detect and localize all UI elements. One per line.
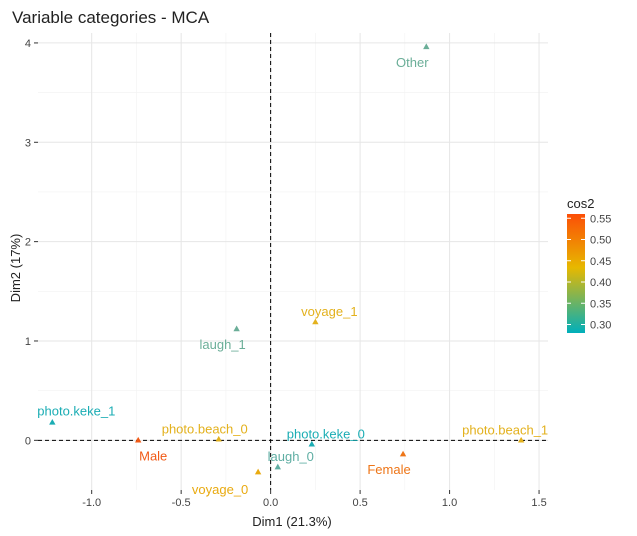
y-tick-label: 0 [25, 435, 31, 447]
x-tick-label: -1.0 [82, 497, 101, 509]
point-label-laugh-1: laugh_1 [199, 337, 245, 352]
legend-title: cos2 [567, 196, 594, 211]
axes: -1.0 -0.5 0.0 0.5 1.0 1.5 0 1 2 3 4 [25, 38, 547, 509]
y-tick-label: 2 [25, 237, 31, 249]
point-voyage-0 [254, 468, 262, 475]
legend-tick-label: 0.55 [590, 213, 611, 225]
point-label-voyage-1: voyage_1 [301, 304, 357, 319]
point-label-photo-keke-0: photo.keke_0 [287, 426, 365, 441]
y-tick-label: 1 [25, 336, 31, 348]
point-laugh-1 [233, 325, 240, 332]
point-labels: Other voyage_1 laugh_1 photo.keke_1 Male phot… [37, 55, 548, 497]
point-male [135, 436, 142, 443]
data-points [49, 43, 525, 475]
legend-ticks: 0.30 0.35 0.40 0.45 0.50 0.55 [567, 213, 611, 332]
legend-tick-label: 0.30 [590, 320, 611, 332]
point-label-photo-beach-0: photo.beach_0 [162, 421, 248, 436]
x-axis-title: Dim1 (21.3%) [252, 514, 331, 529]
point-label-female: Female [367, 462, 410, 477]
x-tick-label: -0.5 [172, 497, 191, 509]
grid-lines [38, 33, 548, 490]
point-label-other: Other [396, 55, 429, 70]
point-label-photo-beach-1: photo.beach_1 [462, 422, 548, 437]
cos2-legend: cos2 0.30 0.35 0.40 0.45 0.50 0.55 [567, 196, 611, 333]
legend-tick-label: 0.45 [590, 256, 611, 268]
y-axis-title: Dim2 (17%) [8, 234, 23, 303]
point-photo-keke-0 [308, 440, 315, 447]
y-tick-label: 4 [25, 38, 31, 50]
point-photo-keke-1 [49, 418, 56, 425]
x-tick-label: 1.5 [531, 497, 546, 509]
point-voyage-1 [312, 318, 319, 325]
x-tick-label: 0.5 [352, 497, 367, 509]
point-other [423, 43, 430, 50]
point-label-laugh-0: laugh_0 [268, 449, 314, 464]
legend-tick-label: 0.50 [590, 235, 611, 247]
reference-lines [38, 33, 548, 490]
point-photo-beach-1 [517, 436, 525, 443]
legend-tick-label: 0.35 [590, 298, 611, 310]
point-label-photo-keke-1: photo.keke_1 [37, 403, 115, 418]
legend-colorbar [567, 214, 585, 333]
chart-title: Variable categories - MCA [12, 8, 210, 27]
x-tick-label: 0.0 [263, 497, 278, 509]
point-laugh-0 [274, 463, 281, 470]
y-tick-label: 3 [25, 137, 31, 149]
point-female [399, 450, 407, 457]
x-tick-label: 1.0 [442, 497, 457, 509]
legend-tick-label: 0.40 [590, 277, 611, 289]
point-photo-beach-0 [215, 435, 222, 442]
point-label-male: Male [139, 448, 167, 463]
point-label-voyage-0: voyage_0 [192, 482, 248, 497]
